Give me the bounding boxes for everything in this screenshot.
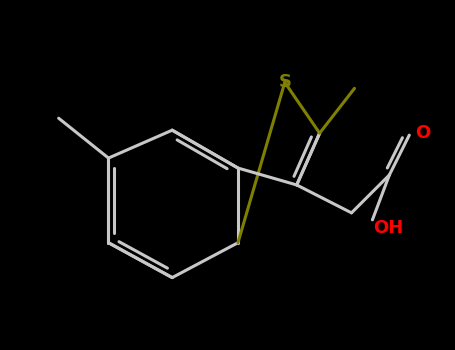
Text: OH: OH <box>373 219 404 237</box>
Text: S: S <box>278 74 291 91</box>
Text: O: O <box>415 124 431 142</box>
